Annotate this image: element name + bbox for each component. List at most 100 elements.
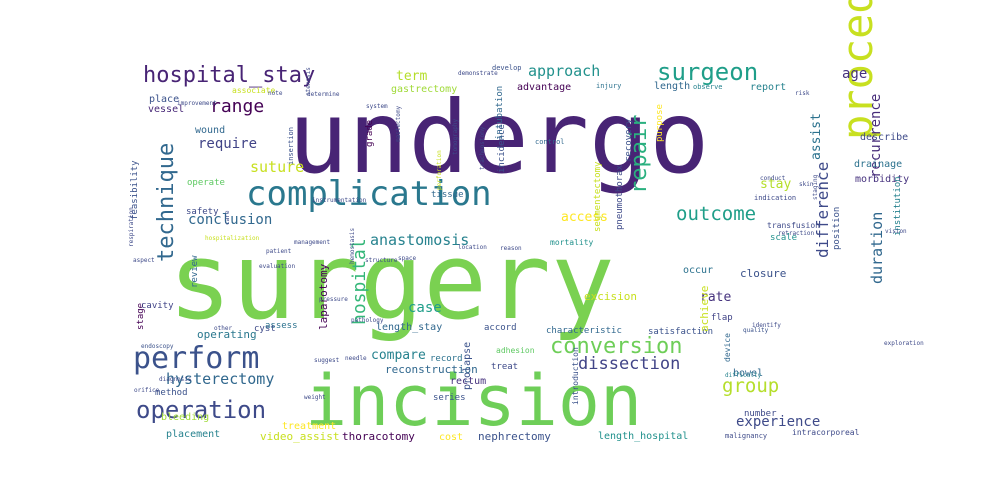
cloud-word: conduct: [760, 175, 786, 182]
cloud-word: conclusion: [188, 212, 272, 228]
cloud-word: dissection: [578, 354, 680, 374]
cloud-word: indication: [754, 194, 796, 202]
cloud-word: perform: [133, 341, 259, 376]
cloud-word: series: [433, 393, 466, 403]
cloud-word: number: [744, 409, 777, 419]
cloud-word: note: [268, 90, 283, 97]
cloud-word: evaluation: [259, 263, 296, 270]
cloud-word: quality: [743, 327, 769, 334]
cloud-word: needle: [345, 355, 367, 362]
cloud-word: identify: [752, 322, 781, 329]
cloud-word: develop: [492, 64, 522, 72]
cloud-word: case: [408, 300, 442, 316]
cloud-word: associate: [232, 86, 276, 95]
cloud-word: bowel: [733, 368, 763, 379]
cloud-word: tomography: [452, 118, 459, 155]
cloud-word: place: [149, 94, 179, 105]
cloud-word: complication: [246, 174, 492, 214]
cloud-word: thoracotomy: [342, 430, 415, 443]
cloud-word: stage: [136, 303, 146, 330]
cloud-word: vision: [885, 228, 907, 235]
cloud-word: tracheostomy: [479, 126, 486, 170]
cloud-word: suture: [250, 158, 304, 176]
cloud-word: experience: [736, 414, 820, 430]
cloud-word: prolapse: [462, 342, 473, 390]
cloud-word: cavity: [141, 301, 174, 311]
cloud-word: patient: [266, 248, 292, 255]
cloud-word: stay: [760, 177, 791, 192]
cloud-word: feasibility: [130, 160, 140, 220]
cloud-word: recurrence: [868, 94, 884, 178]
cloud-word: rate: [700, 290, 731, 305]
cloud-word: assess: [265, 321, 298, 331]
cloud-word: institution: [893, 176, 903, 236]
cloud-word: observe: [693, 83, 723, 91]
cloud-word: age: [842, 66, 867, 82]
cloud-word: vessel: [148, 104, 184, 115]
cloud-word: position: [832, 207, 842, 250]
cloud-word: morbidity: [855, 174, 909, 185]
cloud-word: demonstrate: [458, 70, 498, 77]
cloud-word: incidence: [497, 124, 507, 173]
cloud-word: reason: [500, 245, 522, 252]
cloud-word: mastectomy: [395, 105, 402, 142]
cloud-word: hemostasis: [349, 227, 356, 264]
cloud-word: retraction: [778, 230, 815, 237]
cloud-word: malignancy: [725, 432, 767, 440]
cloud-word: hospital: [349, 238, 370, 325]
cloud-word: orifice: [134, 387, 160, 394]
cloud-word: determine: [307, 91, 340, 98]
cloud-word: characteristic: [546, 326, 622, 336]
cloud-word: space: [398, 255, 416, 262]
cloud-word: duration: [868, 212, 886, 284]
cloud-word: pathology: [351, 317, 384, 324]
cloud-word: range: [210, 96, 264, 117]
cloud-word: gastrectomy: [391, 84, 457, 95]
cloud-word: compare: [371, 348, 426, 363]
cloud-word: length_stay: [376, 322, 442, 333]
cloud-word: perforation: [436, 150, 443, 190]
cloud-word: pressure: [319, 296, 348, 303]
cloud-word: exploration: [884, 340, 924, 347]
cloud-word: outcome: [676, 203, 756, 225]
cloud-word: structure: [365, 257, 398, 264]
cloud-word: incision: [305, 360, 642, 442]
cloud-word: system: [366, 103, 388, 110]
cloud-word: length: [654, 81, 690, 92]
cloud-word: location: [458, 244, 487, 251]
cloud-word: operation: [136, 396, 266, 424]
cloud-word: assist: [809, 113, 824, 160]
cloud-word: procedure: [833, 0, 882, 140]
cloud-word: bleeding: [161, 412, 209, 423]
cloud-word: respiration: [128, 207, 135, 247]
cloud-word: weight: [304, 394, 326, 401]
cloud-word: grade: [365, 120, 375, 147]
cloud-word: aspect: [133, 257, 155, 264]
cloud-word: conversion: [550, 334, 682, 359]
cloud-word: approach: [528, 62, 600, 80]
cloud-word: video_assist: [260, 430, 339, 443]
cloud-word: surgery: [168, 220, 615, 343]
cloud-word: hysterectomy: [166, 370, 274, 388]
cloud-word: method: [155, 388, 188, 398]
cloud-word: mortality: [550, 238, 594, 247]
cloud-word: review: [190, 255, 200, 288]
cloud-word: device: [723, 333, 732, 362]
cloud-word: difference: [813, 162, 832, 258]
cloud-word: describe: [860, 132, 908, 143]
cloud-word: closure: [740, 267, 786, 280]
cloud-word: flap: [711, 313, 733, 323]
cloud-word: laparotomy: [317, 263, 330, 330]
cloud-word: diagnosis: [159, 376, 192, 383]
cloud-word: stenosis: [305, 67, 312, 96]
cloud-word: operating: [197, 328, 257, 341]
cloud-word: placement: [166, 429, 220, 440]
cloud-word: difficulty: [725, 372, 762, 379]
cloud-word: anastomosis: [370, 231, 469, 249]
cloud-word: segmentectomy: [593, 161, 603, 232]
cloud-word: care: [224, 210, 231, 225]
cloud-word: insertion: [287, 127, 295, 165]
cloud-word: group: [722, 375, 779, 397]
cloud-word: injury: [596, 82, 621, 90]
cloud-word: adhesion: [496, 346, 535, 355]
